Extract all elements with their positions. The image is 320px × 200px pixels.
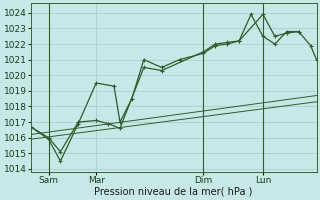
X-axis label: Pression niveau de la mer( hPa ): Pression niveau de la mer( hPa ) — [94, 187, 253, 197]
